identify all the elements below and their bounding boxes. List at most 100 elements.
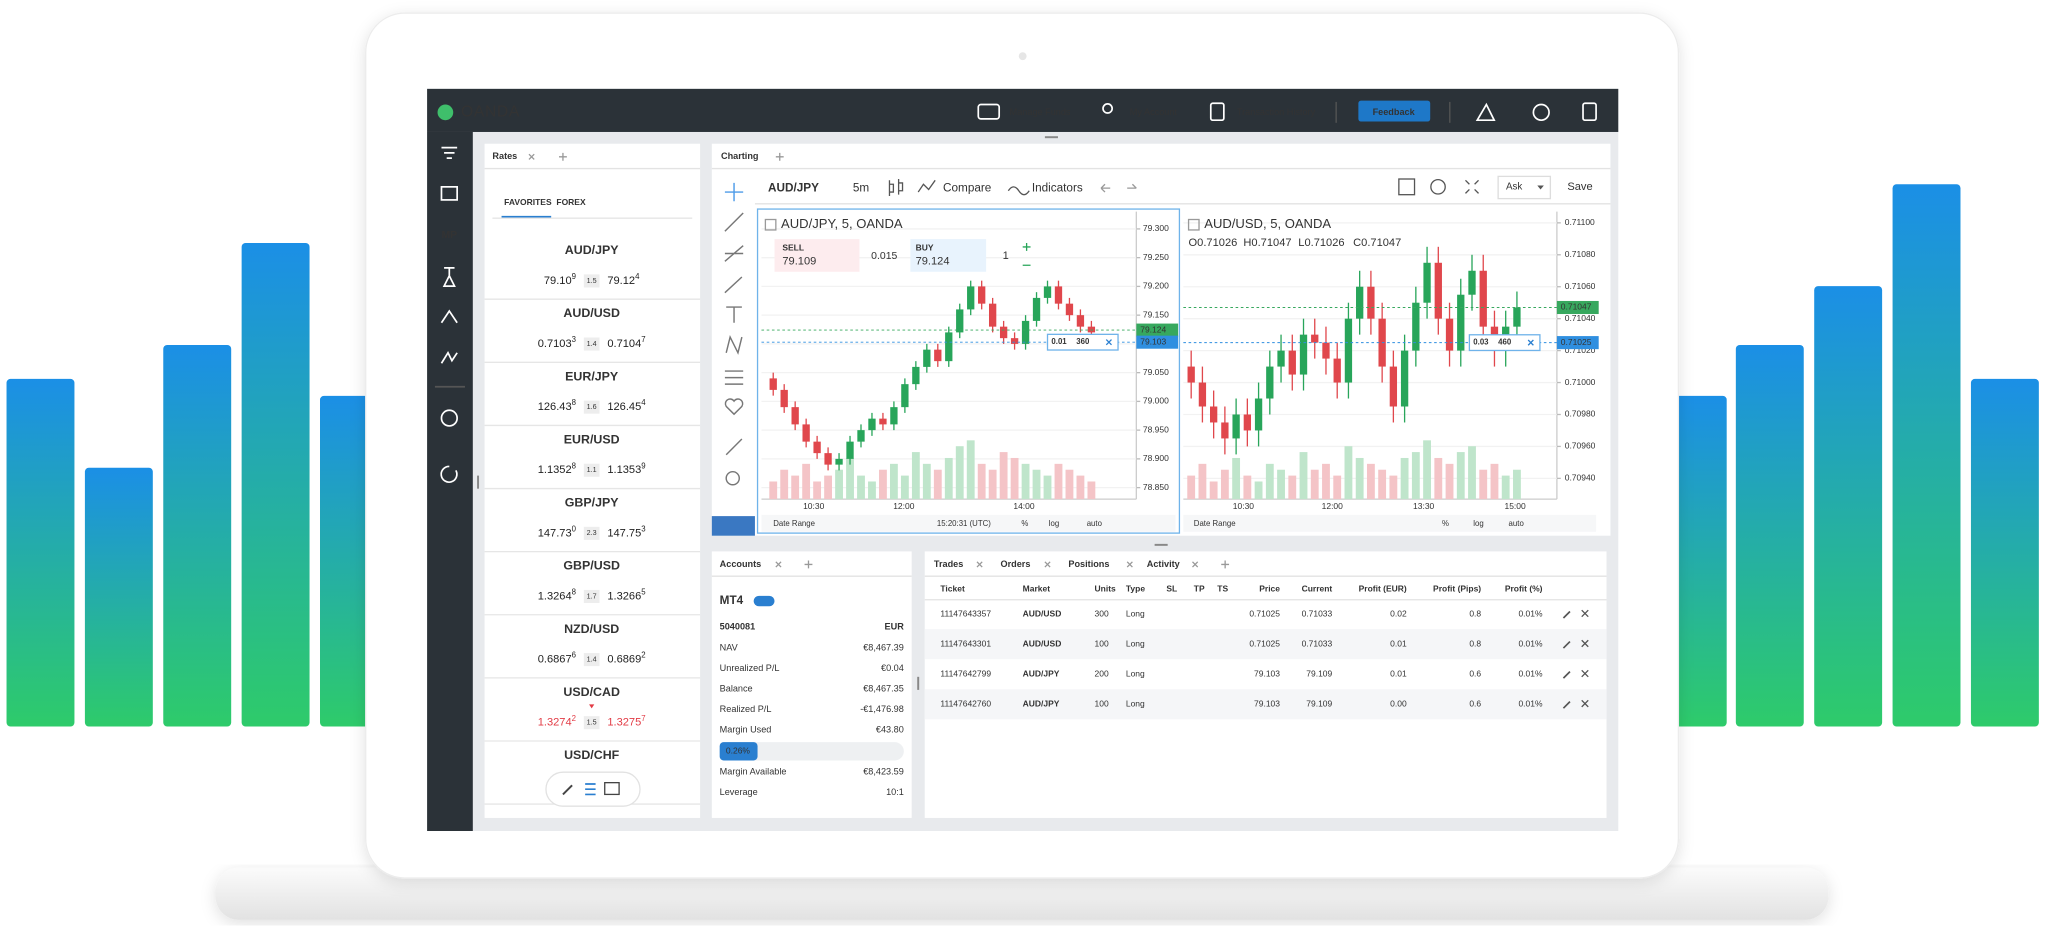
tool[interactable] <box>725 335 743 355</box>
position-tag[interactable] <box>1046 333 1119 351</box>
close-icon[interactable] <box>1581 699 1589 708</box>
nav-link[interactable]: Manage Funds <box>1010 107 1071 117</box>
buy-button[interactable] <box>910 239 987 272</box>
rate-pair[interactable]: AUD/USD <box>563 306 620 320</box>
instrument-select[interactable]: AUD/JPY <box>768 181 819 194</box>
candle-body <box>912 366 920 385</box>
footer-item[interactable]: 15:20:31 (UTC) <box>937 519 991 528</box>
interval-select[interactable]: 5m <box>853 181 870 194</box>
footer-item[interactable]: % <box>1021 519 1028 528</box>
close-icon[interactable] <box>1581 609 1589 618</box>
feedback-label[interactable]: Feedback <box>1373 107 1416 117</box>
volume-bar <box>900 475 909 500</box>
footer-item[interactable]: auto <box>1509 519 1525 528</box>
volume-bar <box>999 452 1008 500</box>
icon[interactable] <box>1475 102 1496 122</box>
edit-icon[interactable] <box>1562 701 1571 709</box>
price-type-select[interactable] <box>1497 175 1552 200</box>
edit-icon[interactable] <box>1562 610 1571 619</box>
quantity[interactable]: 1 <box>1003 250 1009 262</box>
tab[interactable]: Charting <box>721 151 759 161</box>
rate-pair[interactable]: EUR/USD <box>564 432 620 446</box>
sell-button[interactable] <box>774 239 860 272</box>
footer-item[interactable]: auto <box>1087 519 1103 528</box>
icon[interactable] <box>442 267 456 287</box>
save-button[interactable]: Save <box>1567 181 1592 193</box>
sidebar-label[interactable]: MP <box>441 230 457 241</box>
tool[interactable] <box>724 276 743 294</box>
x-tick-label: 12:00 <box>1322 501 1344 511</box>
margin-track <box>719 742 904 761</box>
tool[interactable] <box>725 438 743 456</box>
tab[interactable]: Accounts <box>720 559 762 569</box>
x-tick-label: 10:30 <box>1233 501 1255 511</box>
icon[interactable] <box>1582 102 1597 122</box>
tools-toggle[interactable] <box>711 516 755 536</box>
footer-item[interactable]: log <box>1049 519 1059 528</box>
candle-body <box>956 309 964 333</box>
position-close[interactable] <box>1105 339 1112 346</box>
tab[interactable]: Trades <box>934 559 963 569</box>
rate-pair[interactable]: USD/CAD <box>563 685 620 699</box>
tool[interactable] <box>724 182 744 202</box>
rate-pair[interactable]: AUD/JPY <box>565 243 619 257</box>
cell: 11147642799 <box>940 668 991 678</box>
position-tag[interactable] <box>1468 334 1541 352</box>
candle-body <box>1254 398 1263 431</box>
icon[interactable] <box>1532 103 1550 122</box>
volume-bar <box>1344 446 1353 500</box>
filter-tab[interactable]: FOREX <box>556 197 586 207</box>
tool[interactable] <box>724 212 744 232</box>
tab[interactable]: Orders <box>1000 559 1030 569</box>
icon[interactable] <box>977 103 1001 120</box>
rate-pair[interactable]: NZD/USD <box>564 622 619 636</box>
tool[interactable] <box>726 306 742 323</box>
icon[interactable] <box>562 784 573 796</box>
rate-pair[interactable]: EUR/JPY <box>565 369 619 383</box>
indicators-button[interactable]: Indicators <box>1032 181 1083 194</box>
trade-spread: 0.015 <box>871 251 897 262</box>
edit-icon[interactable] <box>1562 670 1571 679</box>
tool[interactable] <box>724 398 744 416</box>
y-tick-label: 0.71000 <box>1565 377 1596 387</box>
footer-item[interactable]: log <box>1473 519 1483 528</box>
volume-bar <box>1021 463 1030 500</box>
icon[interactable] <box>441 146 458 159</box>
rate-pair[interactable]: USD/CHF <box>564 748 620 762</box>
icon[interactable] <box>440 309 458 324</box>
tool[interactable] <box>725 470 740 486</box>
x-tick-label: 15:00 <box>1504 501 1526 511</box>
price-type: Ask <box>1506 181 1522 192</box>
icon[interactable] <box>440 185 458 201</box>
cell: Long <box>1126 699 1145 709</box>
icon[interactable] <box>440 409 458 427</box>
footer-item[interactable]: % <box>1442 519 1449 528</box>
nav-link[interactable]: Transaction History <box>1237 107 1316 117</box>
icon[interactable] <box>1102 103 1114 114</box>
quantity-stepper[interactable] <box>1022 243 1031 266</box>
position-close[interactable] <box>1527 339 1534 346</box>
volume-bar <box>966 440 975 500</box>
icon[interactable] <box>440 351 458 364</box>
cell: Long <box>1126 638 1145 648</box>
icon[interactable] <box>585 783 596 796</box>
footer-item[interactable]: Date Range <box>1194 519 1236 528</box>
icon[interactable] <box>1209 102 1225 122</box>
footer-item[interactable]: Date Range <box>773 519 815 528</box>
close-icon[interactable] <box>1581 639 1589 648</box>
icon[interactable] <box>440 465 458 483</box>
tab[interactable]: Activity <box>1147 559 1181 569</box>
compare-button[interactable]: Compare <box>943 181 992 194</box>
filter-tab[interactable]: FAVORITES <box>504 197 552 207</box>
nav-link[interactable]: My Account <box>1130 107 1178 117</box>
feedback-button[interactable] <box>1358 100 1431 122</box>
rate-pair[interactable]: GBP/JPY <box>565 496 619 510</box>
tab[interactable]: Positions <box>1068 559 1109 569</box>
edit-icon[interactable] <box>1562 640 1571 649</box>
close-icon[interactable] <box>1581 669 1589 678</box>
icon[interactable] <box>604 782 620 796</box>
tool[interactable] <box>724 370 744 385</box>
rate-pair[interactable]: GBP/USD <box>563 559 620 573</box>
tab[interactable]: Rates <box>492 151 517 161</box>
tool[interactable] <box>724 245 744 262</box>
